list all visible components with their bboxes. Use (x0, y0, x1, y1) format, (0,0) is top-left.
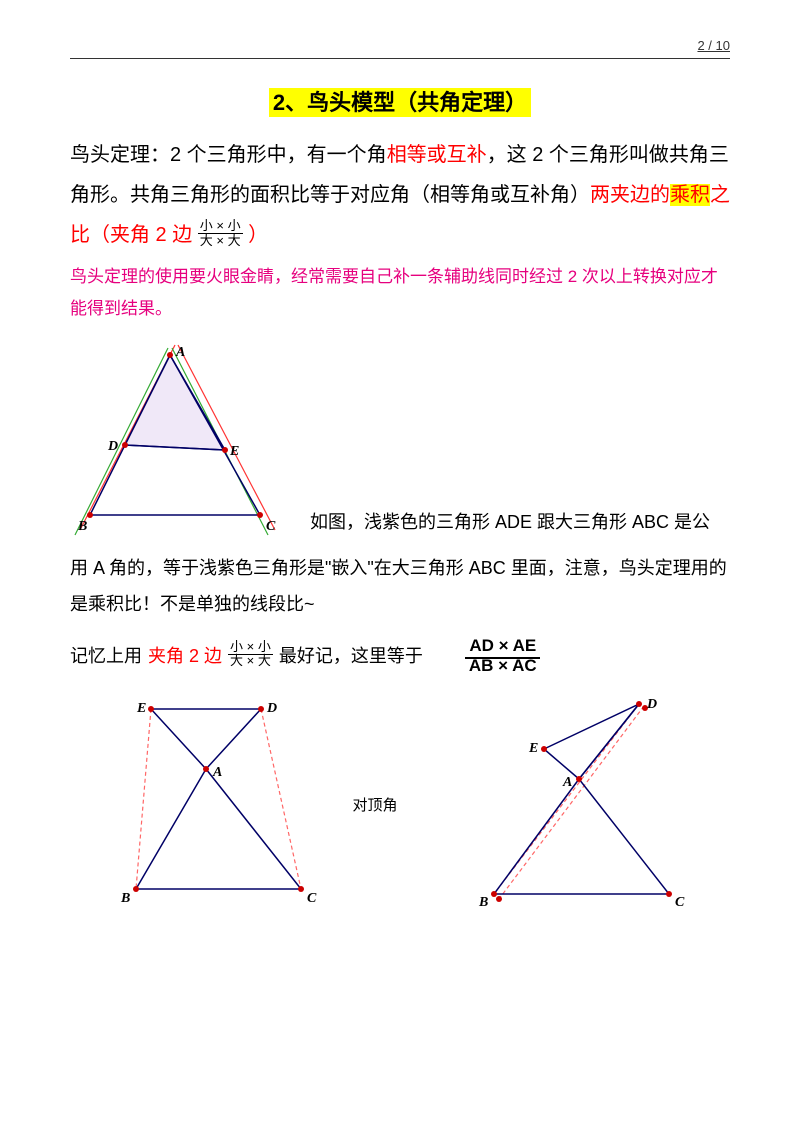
diagram-3: D E A B C (469, 694, 699, 914)
vertical-angle-label: 对顶角 (352, 794, 397, 815)
bottom-diagrams: E D A B C 对顶角 D E A B C (70, 694, 730, 914)
svg-text:A: A (212, 765, 222, 780)
diagram-section-1: A B C D E 如图，浅紫色的三角形 ADE 跟大三角形 ABC 是公 (70, 340, 730, 540)
svg-text:D: D (646, 697, 657, 712)
p1-t1: 鸟头定理：2 个三角形中，有一个角 (70, 144, 387, 166)
p3-rest: 用 A 角的，等于浅紫色三角形是"嵌入"在大三角形 ABC 里面，注意，鸟头定理… (70, 558, 727, 614)
frac-bot: 大 × 大 (198, 233, 243, 248)
p4-t3: 最好记，这里等于 (279, 638, 423, 674)
top-rule (70, 58, 730, 59)
p1-t7: ） (243, 224, 269, 246)
title-text: 2、鸟头模型（共角定理） (269, 88, 531, 117)
svg-text:C: C (266, 519, 276, 534)
svg-text:E: E (528, 741, 538, 756)
diagram-2: E D A B C (101, 694, 331, 914)
page-number: 2 / 10 (697, 38, 730, 53)
p1-t4: 两夹边的 (590, 184, 670, 206)
p2-t1: 鸟头定理的使用要火眼金睛，经常需要自己补一条辅助线同时经过 2 次以上转换对应才… (70, 267, 718, 318)
paragraph-2: 鸟头定理的使用要火眼金睛，经常需要自己补一条辅助线同时经过 2 次以上转换对应才… (70, 261, 730, 326)
small-fraction: 小 × 小大 × 大 (198, 219, 243, 248)
content: 2、鸟头模型（共角定理） 鸟头定理：2 个三角形中，有一个角相等或互补，这 2 … (70, 85, 730, 914)
small-fraction-2: 小 × 小大 × 大 (228, 640, 273, 669)
p4-t1: 记忆上用 (70, 638, 142, 674)
paragraph-4: 记忆上用夹角 2 边 小 × 小大 × 大 最好记，这里等于 AD × AE A… (70, 636, 730, 677)
svg-text:A: A (562, 775, 572, 790)
svg-text:A: A (175, 345, 185, 360)
frac2-bot: 大 × 大 (228, 653, 273, 668)
paragraph-1: 鸟头定理：2 个三角形中，有一个角相等或互补，这 2 个三角形叫做共角三角形。共… (70, 135, 730, 255)
diagram-1: A B C D E (70, 340, 300, 540)
svg-text:E: E (229, 444, 239, 459)
svg-text:D: D (107, 439, 118, 454)
big-fraction: AD × AE AB × AC (465, 636, 541, 677)
bfrac-bot: AB × AC (465, 654, 541, 675)
svg-text:B: B (478, 895, 488, 910)
svg-text:B: B (120, 891, 130, 906)
svg-text:D: D (266, 701, 277, 716)
title: 2、鸟头模型（共角定理） (70, 85, 730, 117)
p3-inline: 如图，浅紫色的三角形 ADE 跟大三角形 ABC 是公 (310, 512, 710, 532)
p4-t2: 夹角 2 边 (148, 638, 222, 674)
p1-t5: 乘积 (670, 184, 710, 206)
svg-text:B: B (77, 519, 87, 534)
svg-text:E: E (136, 701, 146, 716)
p1-t2: 相等或互补 (387, 144, 487, 166)
svg-text:C: C (307, 891, 317, 906)
paragraph-3-start: 如图，浅紫色的三角形 ADE 跟大三角形 ABC 是公 (300, 504, 730, 540)
paragraph-3-cont: 用 A 角的，等于浅紫色三角形是"嵌入"在大三角形 ABC 里面，注意，鸟头定理… (70, 550, 730, 622)
svg-text:C: C (675, 895, 685, 910)
